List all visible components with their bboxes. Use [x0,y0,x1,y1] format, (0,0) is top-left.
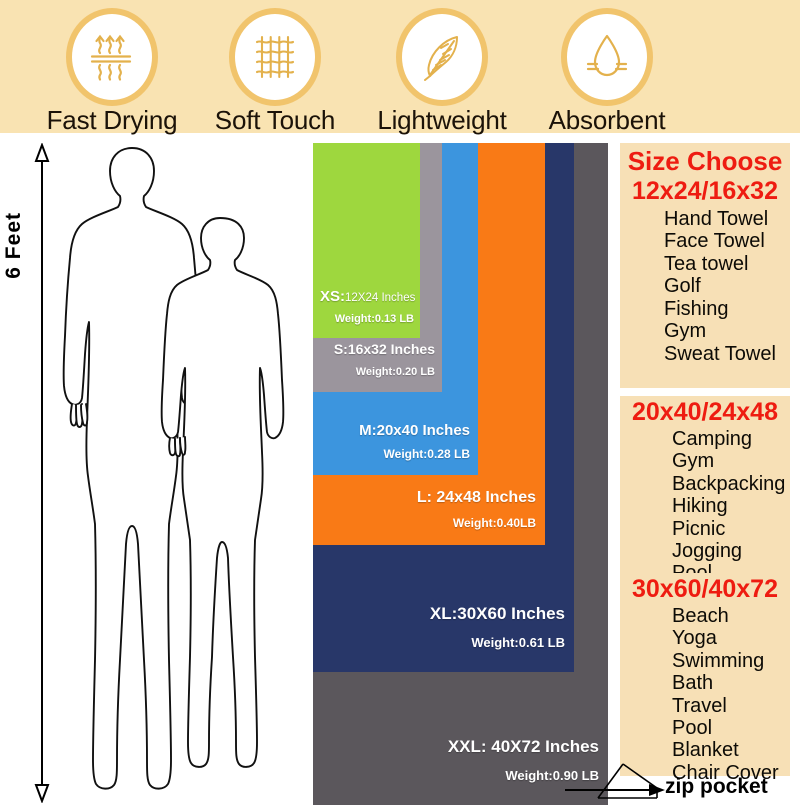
list-item: Bath [672,672,714,695]
size-label-xs: XS:12X24 Inches [320,288,416,305]
list-item: Travel [672,694,727,717]
badge-disc [235,14,315,100]
list-item: Jogging [672,540,743,563]
panel-use-list-medium: Camping Gym Backpacking Hiking Picnic Jo… [620,428,790,585]
panel-use-list-small: Hand Towel Face Towel Tea towel Golf Fis… [620,208,790,365]
list-item: Camping [672,428,753,450]
panel-title-30x60-40x72: 30x60/40x72 [632,575,778,603]
size-label-s: S:16x32 Inches [333,341,435,357]
list-item: Golf [664,275,701,298]
list-item: Sweat Towel [664,342,776,365]
list-item: Tea towel [664,252,749,275]
list-item: Hiking [672,495,728,518]
list-item: Gym [664,320,707,343]
feature-badge-label: Soft Touch [214,105,336,135]
height-ruler-arrow [30,143,54,803]
zip-pocket-label: zip pocket [665,775,768,798]
feature-badge-absorbent: Absorbent [520,8,694,135]
badge-disc [402,14,482,100]
list-item: Fishing [664,297,729,320]
size-label-l: L: 24x48 Inches [416,489,536,506]
list-item: Face Towel [664,230,765,253]
soft-touch-weave-icon [255,35,295,79]
list-item: Picnic [672,517,726,540]
size-panel-large: 30x60/40x72 Beach Yoga Swimming Bath Tra… [620,573,790,784]
feature-badge-label: Lightweight [377,105,507,135]
feature-badge-lightweight: Lightweight [355,8,529,135]
feature-badge-soft-touch: Soft Touch [188,8,362,135]
fast-drying-icon [90,34,132,81]
water-drop-icon [586,34,628,77]
panel-title-12x24-16x32: 12x24/16x32 [632,177,778,206]
size-label-m: M:20x40 Inches [359,422,470,439]
figure-adult-short [160,217,285,768]
panel-heading-size-choose: Size Choose [627,146,783,176]
feature-badge-label: Fast Drying [46,105,178,135]
list-item: Yoga [672,627,717,650]
list-item: Beach [672,605,729,627]
size-panel-medium: 20x40/24x48 Camping Gym Backpacking Hiki… [620,396,790,584]
size-weight-xs: Weight:0.13 LB [334,313,414,325]
list-item: Gym [672,450,715,473]
list-item: Blanket [672,739,739,762]
list-item: Chair Cover [672,761,779,784]
panel-title-20x40-24x48: 20x40/24x48 [632,398,778,426]
size-panel-small: Size Choose 12x24/16x32 Hand Towel Face … [620,143,790,388]
human-silhouettes [60,140,310,805]
size-label-xl: XL:30X60 Inches [429,604,565,623]
size-weight-xxl: Weight:0.90 LB [505,768,599,783]
list-item: Pool [672,717,713,740]
size-weight-l: Weight:0.40LB [452,516,536,530]
feature-badge-fast-drying: Fast Drying [25,8,199,135]
list-item: Hand Towel [664,208,769,231]
size-box-xs[interactable]: XS:12X24 Inches Weight:0.13 LB [313,143,420,338]
size-label-xxl: XXL: 40X72 Inches [447,737,599,756]
list-item: Swimming [672,649,765,672]
size-weight-s: Weight:0.20 LB [355,366,435,378]
badge-disc [567,14,647,100]
badge-disc [72,14,152,100]
zip-pocket-callout-arrow [565,760,800,805]
list-item: Backpacking [672,472,786,495]
size-weight-xl: Weight:0.61 LB [471,635,565,650]
feature-badge-label: Absorbent [548,105,666,135]
panel-use-list-large: Beach Yoga Swimming Bath Travel Pool Bla… [620,605,790,784]
size-weight-m: Weight:0.28 LB [383,447,470,461]
feature-header-bar: Fast Drying Soft Touch [0,0,800,135]
feather-icon [424,36,458,81]
